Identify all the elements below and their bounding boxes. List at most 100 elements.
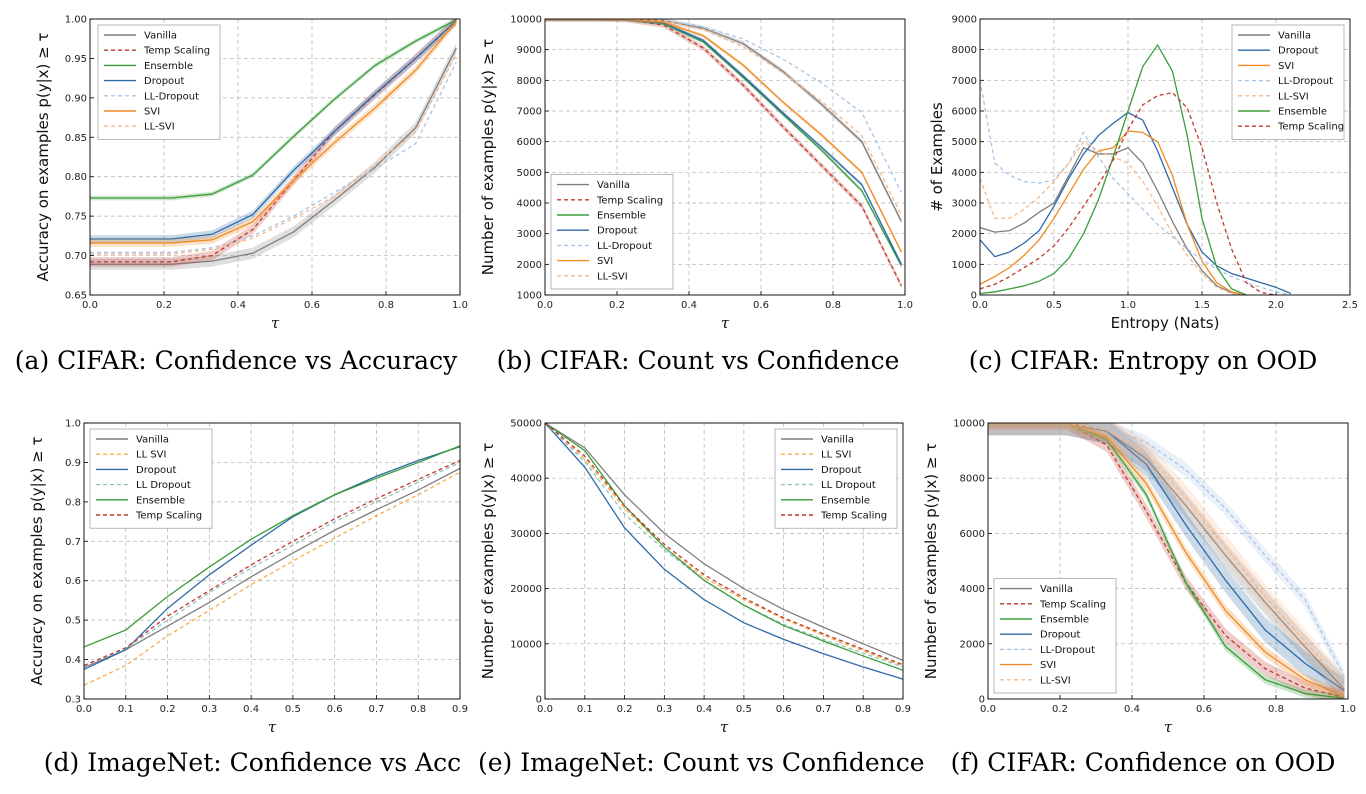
legend-label: Ensemble bbox=[1278, 107, 1327, 118]
series-line-temp-scaling bbox=[988, 423, 1345, 699]
legend-label: LL SVI bbox=[821, 450, 851, 461]
series-line-svi bbox=[988, 423, 1345, 697]
y-tick-label-b: 3000 bbox=[517, 229, 542, 240]
chart-f: 0.0 0.2 0.4 0.6 0.8 1.0 0 2000 4000 6000 8000 10000… bbox=[922, 419, 1356, 737]
legend-a: Vanilla Temp Scaling Ensemble Dropout LL-Dro… bbox=[97, 24, 221, 140]
legend-b: Vanilla Temp Scaling Ensemble Dropout LL-Dro… bbox=[550, 174, 674, 290]
y-tick-label-a: 0.80 bbox=[65, 172, 87, 183]
y-axis-label-e: Number of examples p(y|x) ≥ τ bbox=[479, 443, 497, 680]
x-tick-label-b: 0.6 bbox=[753, 300, 769, 311]
x-tick-label-d: 0.5 bbox=[285, 704, 301, 715]
legend-label: Vanilla bbox=[136, 435, 169, 446]
legend-label: LL-Dropout bbox=[597, 241, 652, 252]
x-tick-label-f: 0.6 bbox=[1196, 704, 1212, 715]
chart-panel-a: 0.0 0.2 0.4 0.6 0.8 1.0 0.65 0.70 0.75 0.80 0.85 0.… bbox=[0, 0, 470, 390]
x-tick-label-e: 0.0 bbox=[537, 704, 553, 715]
y-axis-label-f: Number of examples p(y|x) ≥ τ bbox=[922, 443, 940, 680]
x-tick-label-e: 0.5 bbox=[736, 704, 752, 715]
legend-label: LL-Dropout bbox=[1040, 645, 1095, 656]
legend-label: Ensemble bbox=[144, 61, 193, 72]
x-tick-label-d: 0.6 bbox=[327, 704, 343, 715]
y-tick-label-c: 8000 bbox=[952, 45, 977, 56]
chart-b: 0.0 0.2 0.4 0.6 0.8 1.0 1000 2000 3000 4000 5000 60… bbox=[479, 15, 913, 333]
series-line-dropout bbox=[988, 423, 1345, 692]
x-tick-label-a: 0.0 bbox=[82, 300, 98, 311]
legend-label: Dropout bbox=[144, 76, 185, 87]
y-tick-label-e: 0 bbox=[536, 695, 542, 706]
x-tick-label-d: 0.8 bbox=[410, 704, 426, 715]
legend-label: Ensemble bbox=[136, 495, 185, 506]
y-tick-label-f: 4000 bbox=[960, 584, 985, 595]
series-line-vanilla bbox=[545, 19, 902, 222]
series-band-ll-svi bbox=[988, 423, 1345, 699]
y-tick-label-b: 4000 bbox=[517, 199, 542, 210]
y-tick-label-b: 6000 bbox=[517, 137, 542, 148]
chart-d: 0.0 0.1 0.2 0.3 0.4 0.5 0.6 0.7 0.8 0.9 0.3 0.4 0.5 0… bbox=[28, 419, 468, 737]
plot-frame-e bbox=[544, 422, 904, 700]
legend-label: SVI bbox=[1040, 660, 1056, 671]
y-tick-label-f: 6000 bbox=[960, 529, 985, 540]
chart-c: 0.0 0.5 1.0 1.5 2.0 2.5 0 1000 2000 3000 4000 5000 6… bbox=[928, 15, 1358, 333]
series-line-ll-svi bbox=[988, 423, 1345, 689]
y-tick-label-f: 8000 bbox=[960, 474, 985, 485]
y-tick-label-c: 5000 bbox=[952, 137, 977, 148]
series-line-temp-scaling bbox=[84, 459, 460, 667]
series-line-ensemble bbox=[84, 445, 460, 648]
x-tick-label-a: 0.4 bbox=[230, 300, 246, 311]
series-line-ll-svi bbox=[545, 19, 902, 216]
x-tick-label-d: 0.9 bbox=[452, 704, 468, 715]
y-axis-label-d: Accuracy on examples p(y|x) ≥ τ bbox=[28, 436, 46, 685]
caption-f: (f) CIFAR: Confidence on OOD bbox=[950, 748, 1336, 777]
legend-label: LL-SVI bbox=[1040, 675, 1071, 686]
x-tick-label-e: 0.2 bbox=[617, 704, 633, 715]
legend-label: Dropout bbox=[136, 465, 177, 476]
series-line-svi bbox=[980, 130, 1247, 295]
legend-label: Vanilla bbox=[1040, 584, 1073, 595]
series-line-vanilla bbox=[988, 423, 1345, 690]
y-tick-label-a: 0.65 bbox=[65, 291, 87, 302]
series-line-ll-dropout bbox=[84, 461, 460, 667]
series-line-ll-svi bbox=[84, 471, 460, 686]
legend-label: Vanilla bbox=[597, 180, 630, 191]
y-axis-label-c: # of Examples bbox=[928, 102, 946, 212]
chart-panel-b: 0.0 0.2 0.4 0.6 0.8 1.0 1000 2000 3000 4000 5000 60… bbox=[478, 0, 918, 390]
legend-e: Vanilla LL SVI Dropout LL Dropout Ensemble Te… bbox=[774, 428, 898, 529]
y-tick-label-e: 20000 bbox=[510, 584, 542, 595]
x-tick-label-d: 0.0 bbox=[76, 704, 92, 715]
series-line-ll-dropout bbox=[545, 19, 902, 193]
plot-frame-a bbox=[89, 18, 461, 296]
x-tick-label-e: 0.8 bbox=[855, 704, 871, 715]
x-tick-label-c: 2.5 bbox=[1342, 300, 1358, 311]
series-line-ensemble bbox=[980, 43, 1247, 295]
legend-label: Ensemble bbox=[821, 495, 870, 506]
series-line-ll-dropout bbox=[988, 423, 1345, 678]
legend-label: Vanilla bbox=[144, 31, 177, 42]
y-tick-label-c: 7000 bbox=[952, 76, 977, 87]
y-tick-label-f: 0 bbox=[979, 695, 985, 706]
y-tick-label-e: 30000 bbox=[510, 529, 542, 540]
legend-label: LL Dropout bbox=[821, 480, 876, 491]
x-axis-label-c: Entropy (Nats) bbox=[1111, 314, 1220, 332]
series-line-ensemble bbox=[545, 423, 903, 671]
caption-b: (b) CIFAR: Count vs Confidence bbox=[496, 346, 900, 375]
y-tick-label-d: 0.6 bbox=[65, 576, 81, 587]
caption-a: (a) CIFAR: Confidence vs Accuracy bbox=[14, 346, 458, 375]
legend-c: Vanilla Dropout SVI LL-Dropout LL-SVI Ensembl… bbox=[1231, 24, 1345, 140]
legend-f: Vanilla Temp Scaling Ensemble Dropout LL-Dro… bbox=[993, 578, 1117, 694]
x-tick-label-c: 1.5 bbox=[1194, 300, 1210, 311]
y-tick-label-c: 4000 bbox=[952, 168, 977, 179]
x-axis-label-b: τ bbox=[721, 314, 730, 332]
legend-label: Dropout bbox=[1278, 46, 1319, 57]
series-line-dropout bbox=[84, 446, 460, 671]
legend-label: LL-SVI bbox=[597, 271, 628, 282]
series-band-ensemble bbox=[90, 19, 457, 201]
series-line-vanilla bbox=[980, 146, 1247, 295]
x-tick-label-d: 0.4 bbox=[243, 704, 259, 715]
plot-frame-d bbox=[83, 422, 461, 700]
series-line-ll-svi bbox=[545, 423, 903, 667]
y-axis-label-b: Number of examples p(y|x) ≥ τ bbox=[479, 39, 497, 276]
y-tick-label-a: 1.00 bbox=[65, 15, 87, 26]
x-tick-label-c: 2.0 bbox=[1268, 300, 1284, 311]
y-tick-label-c: 2000 bbox=[952, 229, 977, 240]
y-tick-label-a: 0.85 bbox=[65, 133, 87, 144]
